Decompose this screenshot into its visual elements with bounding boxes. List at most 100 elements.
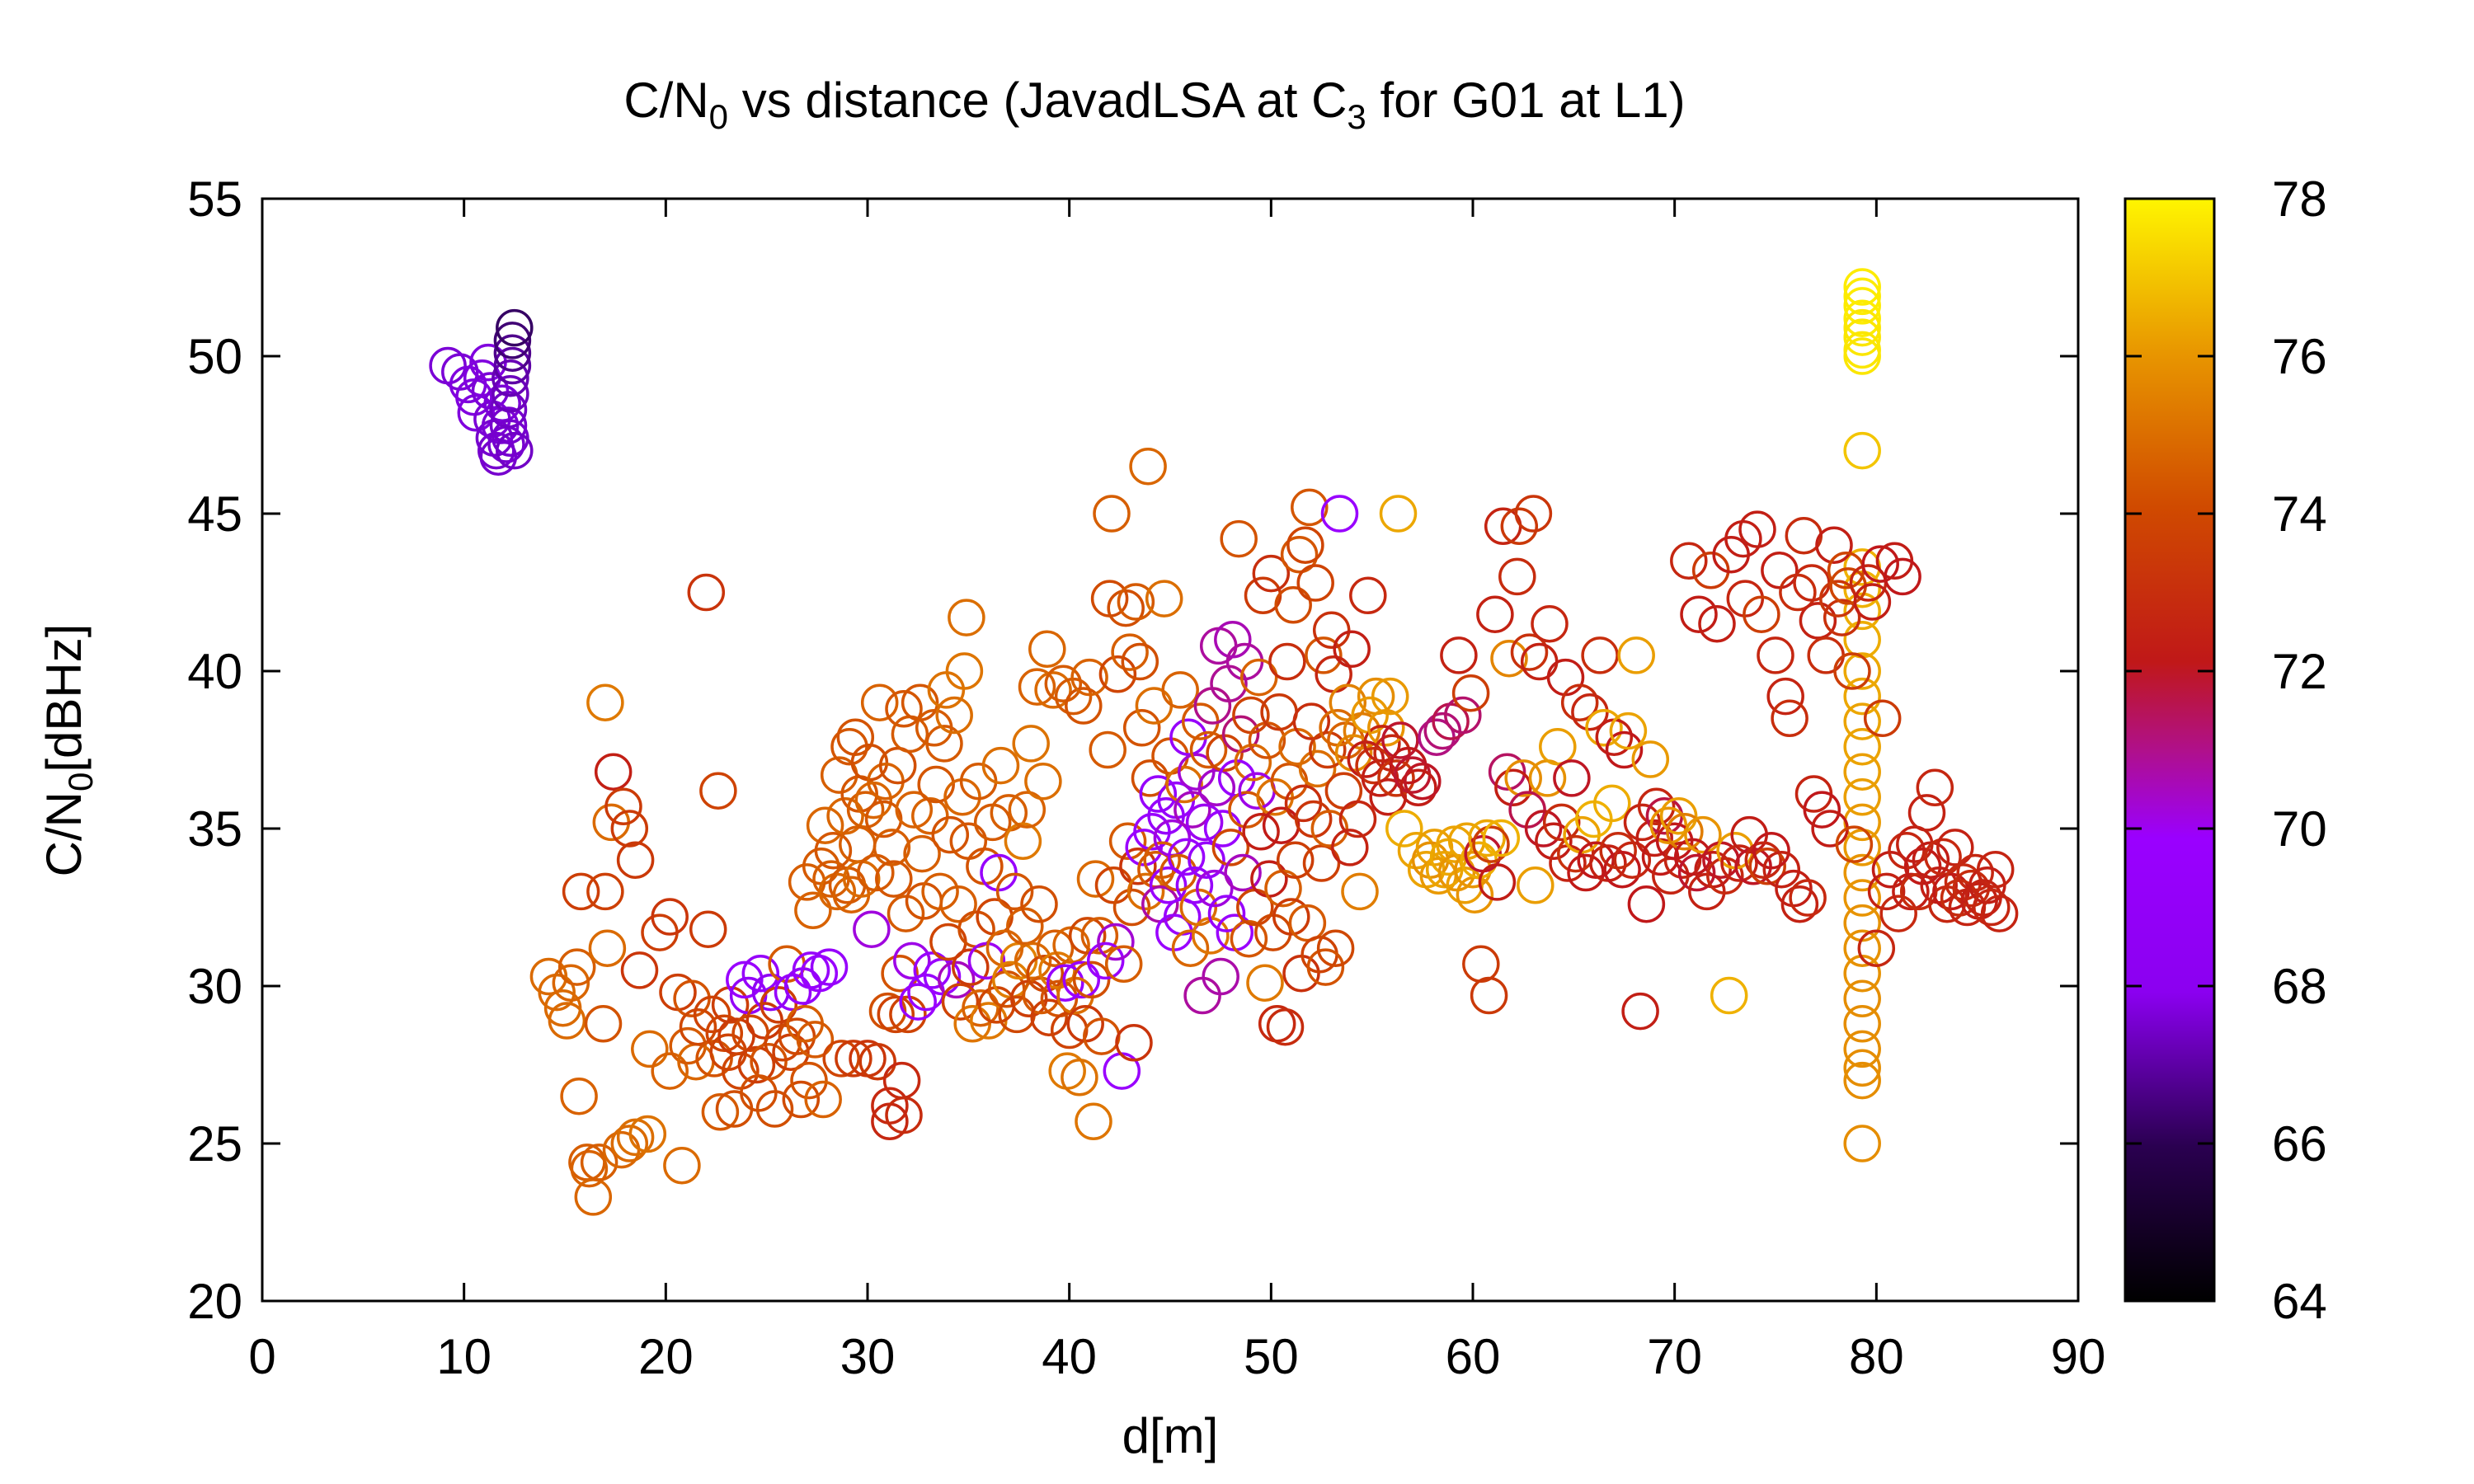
x-tick-label: 40 bbox=[1042, 1329, 1097, 1384]
data-point bbox=[1338, 800, 1377, 838]
y-tick-label: 30 bbox=[187, 959, 242, 1014]
data-points bbox=[429, 268, 2019, 1216]
data-point bbox=[1210, 665, 1248, 703]
data-point bbox=[1367, 709, 1405, 747]
data-point bbox=[1028, 630, 1066, 669]
data-point bbox=[782, 1080, 821, 1119]
data-point bbox=[1833, 652, 1871, 690]
data-point bbox=[1924, 838, 1962, 876]
data-point bbox=[790, 1061, 828, 1100]
data-point bbox=[1748, 848, 1786, 885]
colorbar bbox=[2124, 197, 2216, 1303]
data-point bbox=[1531, 604, 1569, 643]
data-point bbox=[1956, 853, 1994, 892]
data-point bbox=[1440, 636, 1478, 674]
data-point bbox=[1680, 595, 1718, 633]
data-point bbox=[1780, 885, 1819, 923]
data-point bbox=[1892, 872, 1930, 911]
data-point bbox=[1524, 810, 1563, 848]
data-point bbox=[948, 599, 985, 636]
data-point bbox=[1567, 853, 1605, 892]
data-point bbox=[885, 1096, 923, 1134]
title-part-2: vs distance (JavadLSA at C bbox=[728, 73, 1347, 128]
data-point bbox=[741, 954, 780, 993]
data-point bbox=[1292, 702, 1331, 740]
data-point bbox=[927, 671, 966, 709]
data-point bbox=[1266, 1007, 1305, 1046]
colorbar-tick-label: 70 bbox=[2272, 801, 2327, 857]
data-point bbox=[1936, 829, 1974, 866]
data-point bbox=[1036, 929, 1075, 967]
data-point bbox=[1291, 488, 1329, 527]
data-point bbox=[1234, 744, 1272, 782]
data-point bbox=[493, 322, 532, 359]
data-point bbox=[1843, 677, 1881, 716]
data-point bbox=[1843, 318, 1881, 356]
data-point bbox=[1197, 768, 1236, 807]
data-point bbox=[1008, 791, 1047, 829]
data-point bbox=[1139, 775, 1178, 813]
data-point bbox=[1627, 885, 1666, 923]
data-point bbox=[1684, 815, 1722, 854]
data-point bbox=[701, 1093, 740, 1131]
data-point bbox=[1843, 287, 1881, 325]
data-point bbox=[616, 1118, 655, 1157]
data-point bbox=[592, 803, 631, 842]
data-point bbox=[1789, 879, 1827, 917]
data-point bbox=[1637, 787, 1676, 826]
data-point bbox=[1070, 658, 1108, 697]
data-point bbox=[1094, 866, 1133, 904]
data-point bbox=[1246, 964, 1284, 1002]
data-point bbox=[814, 831, 853, 870]
data-point bbox=[917, 765, 955, 804]
data-point bbox=[937, 960, 976, 999]
data-point bbox=[1843, 727, 1881, 766]
data-point bbox=[1024, 762, 1062, 801]
data-point bbox=[1710, 976, 1748, 1015]
data-point bbox=[893, 942, 931, 980]
data-point bbox=[1167, 838, 1206, 876]
data-point bbox=[1242, 813, 1280, 851]
data-point bbox=[1108, 822, 1147, 861]
data-point bbox=[1635, 819, 1673, 857]
data-point bbox=[962, 989, 999, 1027]
data-point bbox=[492, 359, 529, 397]
x-tick-label: 80 bbox=[1849, 1329, 1904, 1384]
data-point bbox=[1014, 942, 1052, 980]
data-point bbox=[1843, 879, 1881, 917]
data-point bbox=[1843, 308, 1881, 347]
data-point bbox=[1542, 803, 1581, 842]
data-point bbox=[804, 1080, 842, 1119]
data-point bbox=[588, 929, 627, 967]
data-point bbox=[1080, 917, 1119, 955]
y-tick-label: 55 bbox=[187, 171, 242, 227]
data-point bbox=[1305, 636, 1343, 674]
data-point bbox=[1757, 636, 1794, 674]
data-point bbox=[1274, 586, 1312, 624]
data-point bbox=[1835, 825, 1874, 863]
data-point bbox=[1843, 702, 1881, 740]
x-axis: 0 10 20 30 40 50 60 70 80 90 bbox=[248, 199, 2105, 1384]
data-point bbox=[1276, 841, 1315, 879]
y-tick-label: 20 bbox=[187, 1274, 242, 1329]
data-point bbox=[620, 951, 659, 989]
data-point bbox=[846, 791, 885, 829]
data-point bbox=[1861, 545, 1899, 583]
data-point bbox=[586, 683, 624, 721]
y-tick-label: 35 bbox=[187, 801, 242, 857]
data-point bbox=[1500, 507, 1539, 546]
data-point bbox=[1762, 850, 1801, 889]
data-point bbox=[1203, 810, 1242, 848]
data-point bbox=[663, 1146, 701, 1185]
data-point bbox=[939, 885, 977, 923]
data-point bbox=[631, 1030, 669, 1068]
data-point bbox=[1230, 919, 1268, 958]
data-point bbox=[1843, 431, 1881, 470]
y-axis: 20 25 30 35 40 45 50 55 bbox=[187, 171, 2078, 1329]
data-point bbox=[885, 690, 923, 728]
data-point bbox=[1044, 665, 1083, 703]
y-tick-label: 50 bbox=[187, 329, 242, 384]
data-point bbox=[1381, 721, 1419, 759]
data-point bbox=[1145, 580, 1183, 618]
data-point bbox=[913, 951, 952, 989]
